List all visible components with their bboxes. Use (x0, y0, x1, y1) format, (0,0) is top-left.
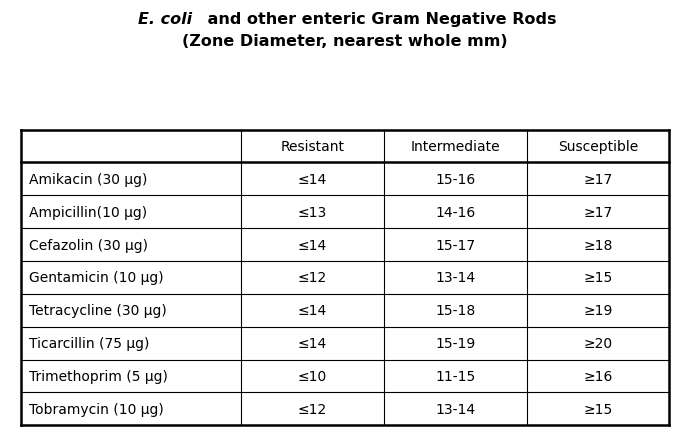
Text: Gentamicin (10 μg): Gentamicin (10 μg) (29, 271, 164, 285)
Text: ≥17: ≥17 (583, 205, 613, 219)
Text: ≤12: ≤12 (298, 402, 327, 416)
Text: Ampicillin(10 μg): Ampicillin(10 μg) (29, 205, 147, 219)
Text: Susceptible: Susceptible (558, 140, 638, 154)
Text: ≥15: ≥15 (583, 271, 613, 285)
Text: 13-14: 13-14 (435, 402, 475, 416)
Text: (Zone Diameter, nearest whole mm): (Zone Diameter, nearest whole mm) (182, 34, 508, 49)
Text: 15-16: 15-16 (435, 172, 475, 186)
Text: Trimethoprim (5 μg): Trimethoprim (5 μg) (29, 369, 168, 383)
Text: ≤14: ≤14 (298, 303, 327, 318)
Text: ≤14: ≤14 (298, 238, 327, 252)
Text: Intermediate: Intermediate (411, 140, 500, 154)
Text: Tobramycin (10 μg): Tobramycin (10 μg) (29, 402, 164, 416)
Text: E. coli: E. coli (138, 12, 193, 27)
Text: and other enteric Gram Negative Rods: and other enteric Gram Negative Rods (201, 12, 556, 27)
Text: ≥16: ≥16 (583, 369, 613, 383)
Text: Tetracycline (30 μg): Tetracycline (30 μg) (29, 303, 167, 318)
Text: ≤13: ≤13 (298, 205, 327, 219)
Text: Ticarcillin (75 μg): Ticarcillin (75 μg) (29, 336, 149, 350)
Text: 13-14: 13-14 (435, 271, 475, 285)
Text: 15-18: 15-18 (435, 303, 475, 318)
Text: ≥17: ≥17 (583, 172, 613, 186)
Text: ≥15: ≥15 (583, 402, 613, 416)
Text: ≥20: ≥20 (583, 336, 613, 350)
Text: Resistant: Resistant (281, 140, 344, 154)
Text: ≥18: ≥18 (583, 238, 613, 252)
Text: ≤10: ≤10 (298, 369, 327, 383)
Text: 15-17: 15-17 (435, 238, 475, 252)
Text: Cefazolin (30 μg): Cefazolin (30 μg) (29, 238, 148, 252)
Text: 11-15: 11-15 (435, 369, 475, 383)
Text: 14-16: 14-16 (435, 205, 475, 219)
Text: 15-19: 15-19 (435, 336, 475, 350)
Text: ≤14: ≤14 (298, 172, 327, 186)
Text: ≤14: ≤14 (298, 336, 327, 350)
Text: Amikacin (30 μg): Amikacin (30 μg) (29, 172, 148, 186)
Text: ≤12: ≤12 (298, 271, 327, 285)
Text: ≥19: ≥19 (583, 303, 613, 318)
